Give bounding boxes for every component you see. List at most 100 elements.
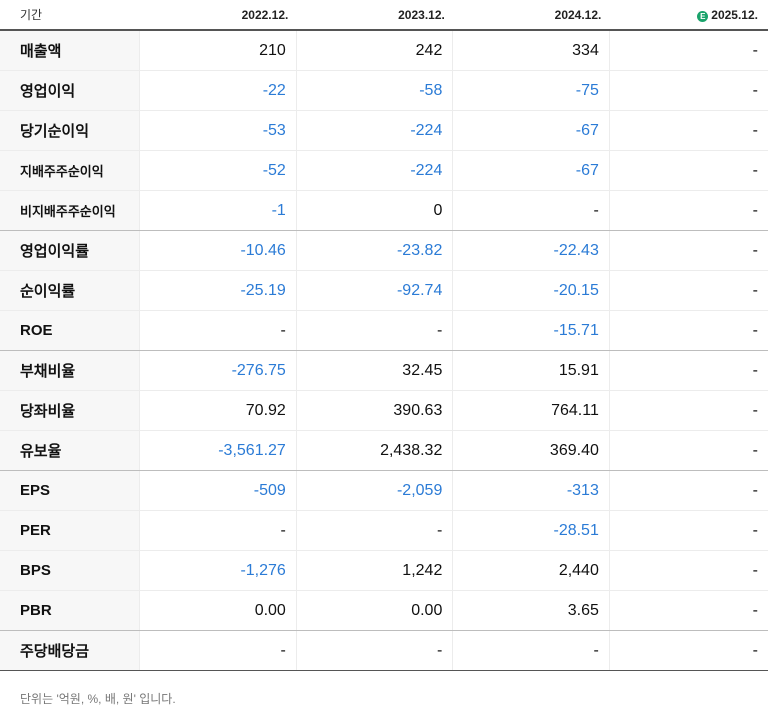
cell-value: -3,561.27 (139, 430, 297, 471)
row-label: 당좌비율 (0, 390, 140, 431)
cell-value: - (295, 310, 453, 351)
table-row: ROE - - -15.71- (0, 310, 768, 351)
cell-value: 3.65 (452, 590, 610, 631)
cell-value: -52 (139, 150, 297, 191)
cell-value: 242 (295, 30, 453, 71)
cell-value: - (608, 110, 768, 151)
row-label: 유보율 (0, 430, 140, 471)
row-label: 영업이익 (0, 70, 140, 111)
cell-value: - (608, 550, 768, 591)
cell-value: 210 (139, 30, 297, 71)
unit-note: 단위는 '억원, %, 배, 원' 입니다. (20, 692, 176, 706)
table-row: BPS -1,276 1,242 2,440- (0, 550, 768, 591)
cell-value: 334 (452, 30, 610, 71)
cell-value: - (452, 630, 610, 671)
table-row: PER - - -28.51- (0, 510, 768, 551)
cell-value: -58 (295, 70, 453, 111)
row-label: ROE (0, 310, 140, 351)
cell-value: -67 (452, 110, 610, 151)
cell-value: 70.92 (139, 390, 297, 431)
cell-value: -28.51 (452, 510, 610, 551)
cell-value: 764.11 (452, 390, 610, 431)
cell-value: -53 (139, 110, 297, 151)
cell-value: -22 (139, 70, 297, 111)
table-row: 지배주주순이익 -52 -224 -67- (0, 150, 768, 191)
table-row: 영업이익률 -10.46 -23.82 -22.43- (0, 230, 768, 271)
cell-value: - (608, 70, 768, 111)
row-label: 영업이익률 (0, 230, 140, 271)
cell-value: 1,242 (295, 550, 453, 591)
estimate-badge-icon: E (697, 10, 709, 22)
cell-value: - (608, 150, 768, 191)
cell-value: - (608, 510, 768, 551)
table-row: 순이익률 -25.19 -92.74 -20.15- (0, 270, 768, 311)
cell-value: - (608, 630, 768, 671)
cell-value: - (608, 470, 768, 511)
header-period-estimate: E 2025.12. (609, 0, 768, 31)
cell-value: -15.71 (452, 310, 610, 351)
row-label: 주당배당금 (0, 630, 140, 671)
cell-value: - (608, 350, 768, 391)
cell-value: - (608, 270, 768, 311)
cell-value: - (608, 30, 768, 71)
cell-value: -22.43 (452, 230, 610, 271)
cell-value: -2,059 (295, 470, 453, 511)
table-header-row: 기간 2022.12. 2023.12. 2024.12. E 2025.12. (0, 0, 768, 31)
cell-value: - (295, 630, 453, 671)
cell-value: -1,276 (139, 550, 297, 591)
row-label: PER (0, 510, 140, 551)
table-row: 당좌비율 70.92 390.63 764.11- (0, 390, 768, 431)
row-label: 부채비율 (0, 350, 140, 391)
cell-value: -224 (295, 150, 453, 191)
cell-value: - (608, 310, 768, 351)
cell-value: - (139, 630, 297, 671)
cell-value: -224 (295, 110, 453, 151)
cell-value: 0.00 (139, 590, 297, 631)
cell-value: 2,438.32 (295, 430, 453, 471)
row-label: 비지배주주순이익 (0, 190, 140, 231)
row-label: 지배주주순이익 (0, 150, 140, 191)
row-label: 매출액 (0, 30, 140, 71)
table-row: 매출액 210 242 334- (0, 30, 768, 71)
cell-value: 390.63 (295, 390, 453, 431)
row-label: BPS (0, 550, 140, 591)
cell-value: -509 (139, 470, 297, 511)
row-label: PBR (0, 590, 140, 631)
cell-value: -20.15 (452, 270, 610, 311)
row-label: 당기순이익 (0, 110, 140, 151)
cell-value: 0 (295, 190, 453, 231)
cell-value: -92.74 (295, 270, 453, 311)
cell-value: - (608, 390, 768, 431)
header-period: 2022.12. (139, 0, 297, 31)
cell-value: - (452, 190, 610, 231)
cell-value: -313 (452, 470, 610, 511)
cell-value: - (139, 310, 297, 351)
row-label: 순이익률 (0, 270, 140, 311)
cell-value: 0.00 (295, 590, 453, 631)
cell-value: -10.46 (139, 230, 297, 271)
table-row: 유보율 -3,561.27 2,438.32 369.40- (0, 430, 768, 471)
cell-value: - (608, 230, 768, 271)
table-row: PBR 0.00 0.00 3.65- (0, 590, 768, 631)
header-period: 2023.12. (296, 0, 453, 31)
cell-value: - (608, 590, 768, 631)
cell-value: -25.19 (139, 270, 297, 311)
cell-value: -276.75 (139, 350, 297, 391)
cell-value: 32.45 (295, 350, 453, 391)
cell-value: - (139, 510, 297, 551)
header-period-label-estimate: 2025.12. (711, 7, 758, 22)
cell-value: -75 (452, 70, 610, 111)
cell-value: - (295, 510, 453, 551)
table-row: 비지배주주순이익 -1 0- - (0, 190, 768, 231)
table-row: 당기순이익 -53 -224 -67- (0, 110, 768, 151)
cell-value: 2,440 (452, 550, 610, 591)
header-period-label: 기간 (0, 0, 140, 31)
header-period: 2024.12. (452, 0, 610, 31)
financial-table: 기간 2022.12. 2023.12. 2024.12. E 2025.12. … (0, 0, 768, 671)
cell-value: - (608, 430, 768, 471)
table-row: 부채비율 -276.75 32.45 15.91- (0, 350, 768, 391)
cell-value: -23.82 (295, 230, 453, 271)
table-row: 주당배당금 - - - - (0, 630, 768, 671)
cell-value: -67 (452, 150, 610, 191)
